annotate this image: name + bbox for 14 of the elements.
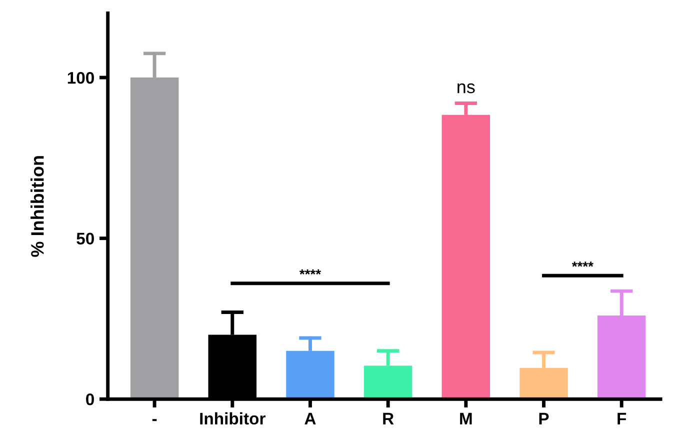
annotation: ****: [299, 269, 322, 275]
y-axis-title: % Inhibition: [30, 156, 44, 257]
x-tick-label: R: [383, 412, 394, 424]
x-tick-label: M: [460, 412, 472, 424]
y-tick-label: 50: [76, 232, 94, 245]
annotation: ****: [572, 262, 594, 267]
x-tick-label: A: [304, 412, 316, 424]
y-tick-label: 100: [68, 72, 94, 84]
x-tick-label: P: [539, 412, 549, 424]
data-label: ns: [458, 83, 475, 94]
x-tick-label: Inhibitor: [200, 412, 266, 425]
y-tick-label: 0: [86, 394, 94, 406]
x-tick-label: -: [152, 419, 157, 422]
x-tick-label: F: [618, 412, 626, 424]
